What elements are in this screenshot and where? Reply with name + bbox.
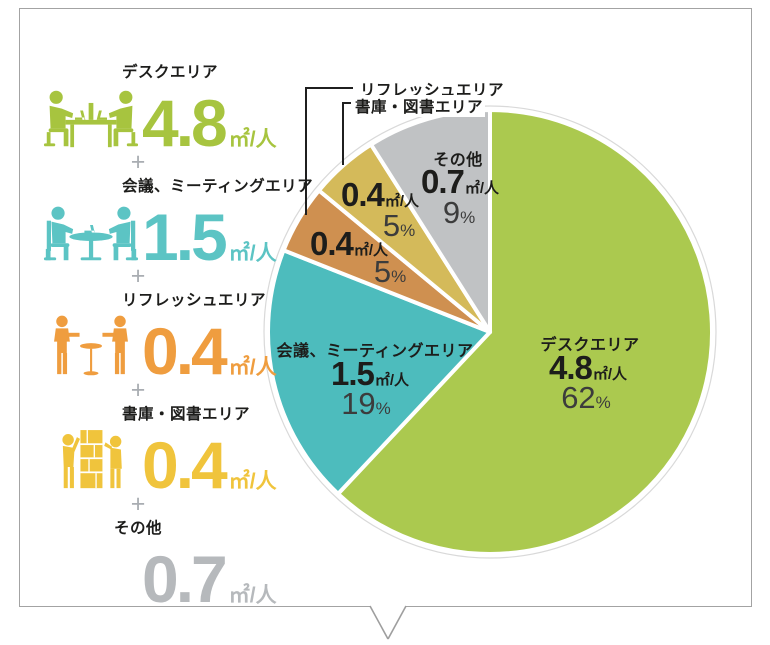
legend-unit: ㎡/人 bbox=[228, 355, 277, 379]
plus-sign: + bbox=[130, 262, 146, 290]
callout-library-area: 書庫・図書エリア bbox=[353, 95, 486, 117]
slice-value-library: 0.4㎡/人 bbox=[340, 176, 420, 213]
legend-value: 4.8 bbox=[142, 85, 228, 160]
legend-value: 0.4 bbox=[142, 313, 228, 388]
legend-value: 0.4 bbox=[142, 427, 228, 502]
leader-line-refresh bbox=[305, 87, 353, 215]
meeting-table-icon bbox=[43, 206, 139, 261]
slice-percent-refresh: 5% bbox=[373, 254, 407, 289]
slice-label-other: その他 bbox=[433, 152, 483, 169]
legend-item-other: その他 0.7 ㎡/人 bbox=[40, 516, 290, 616]
legend-label: デスクエリア bbox=[122, 64, 219, 81]
pie-slice-desk-area bbox=[336, 108, 714, 556]
pie-chart bbox=[263, 105, 717, 559]
legend-item-refresh-area: リフレッシュエリア bbox=[40, 288, 290, 388]
legend-item-meeting-area: 会議、ミーティングエリア bbox=[40, 174, 314, 274]
slice-percent-desk: 62% bbox=[561, 380, 611, 415]
legend-item-desk-area: デスクエリア bbox=[40, 60, 290, 160]
slice-label-meeting: 会議、ミーティングエリア bbox=[276, 343, 474, 360]
standing-table-icon bbox=[54, 315, 128, 376]
legend-unit: ㎡/人 bbox=[228, 241, 277, 265]
slice-percent-meeting: 19% bbox=[341, 386, 391, 421]
slice-label-desk: デスクエリア bbox=[540, 337, 640, 354]
plus-sign: + bbox=[130, 490, 146, 518]
slice-percent-library: 5% bbox=[382, 208, 416, 243]
callout-refresh-area: リフレッシュエリア bbox=[358, 78, 507, 100]
desk-workers-icon bbox=[43, 90, 139, 148]
slice-value-desk: 4.8㎡/人 bbox=[548, 349, 628, 386]
bookshelf-icon bbox=[62, 430, 122, 489]
legend-label: その他 bbox=[114, 520, 163, 537]
slice-percent-other: 9% bbox=[442, 195, 476, 230]
legend-value: 1.5 bbox=[142, 199, 228, 274]
legend-item-library-area: 書庫・図書エリア bbox=[40, 402, 290, 502]
legend-unit: ㎡/人 bbox=[228, 469, 277, 493]
legend-label: リフレッシュエリア bbox=[122, 292, 267, 309]
speech-bubble-tail bbox=[369, 604, 407, 640]
legend-value: 0.7 bbox=[142, 541, 228, 616]
slice-value-meeting: 1.5㎡/人 bbox=[330, 355, 410, 392]
area-legend: デスクエリア bbox=[40, 60, 314, 616]
plus-sign: + bbox=[130, 376, 146, 404]
slice-value-other: 0.7㎡/人 bbox=[420, 163, 500, 200]
leader-line-library bbox=[342, 102, 351, 165]
legend-label: 書庫・図書エリア bbox=[122, 406, 251, 423]
legend-label: 会議、ミーティングエリア bbox=[122, 178, 314, 195]
slice-value-refresh: 0.4㎡/人 bbox=[309, 225, 389, 262]
plus-sign: + bbox=[130, 148, 146, 176]
legend-unit: ㎡/人 bbox=[228, 583, 277, 607]
legend-unit: ㎡/人 bbox=[228, 127, 277, 151]
